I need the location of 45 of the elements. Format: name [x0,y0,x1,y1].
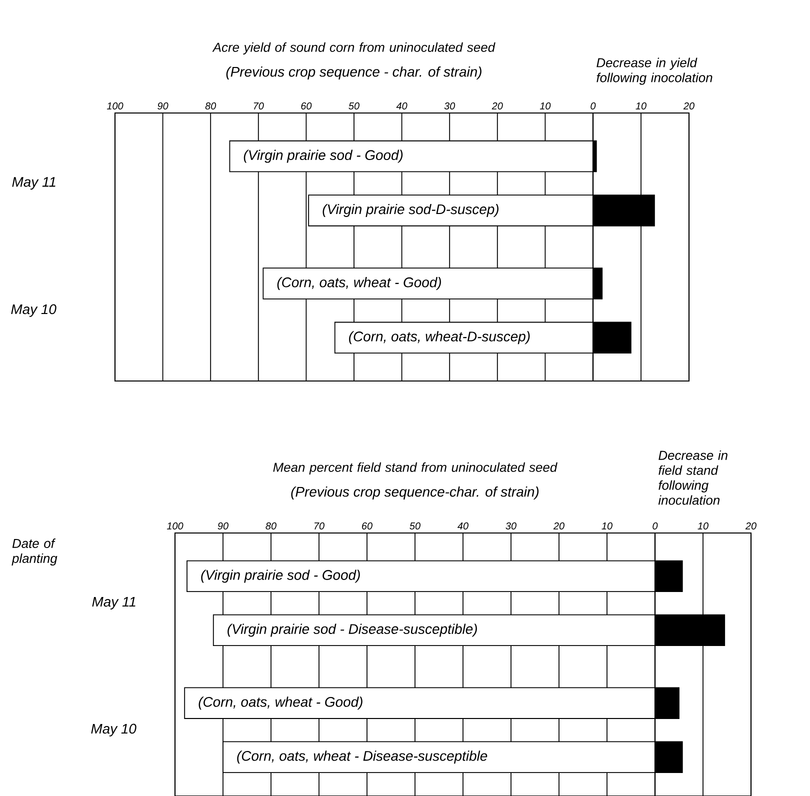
x-tick-label: 90 [158,102,168,110]
x-tick-label: 0 [590,102,596,110]
text: May 10 [91,724,136,736]
x-tick-label: 20 [553,522,564,530]
x-tick-label: 20 [492,102,503,110]
x-tick-label: 90 [218,522,228,530]
x-tick-label: 40 [396,102,408,110]
chart-title: Mean percent field stand from uninoculated seed [273,462,558,474]
x-tick-label: 70 [254,102,264,110]
x-tick-label: 50 [348,102,360,110]
chart-subtitle: (Previous crop sequence - char. of strain) [226,66,482,80]
x-tick-label: 100 [166,522,184,530]
x-tick-label: 10 [540,102,551,110]
y-tick-label: (Virgin prairie sod - Good) [201,570,360,583]
x-tick-label: 60 [362,522,372,530]
x-tick-label: 40 [458,522,468,530]
x-tick-label: 30 [444,102,456,110]
y-tick-label: (Corn, oats, wheat - Good) [277,277,441,290]
chart-title: Decrease in yield following inocolation [596,58,712,85]
x-tick-label: 20 [683,102,694,110]
x-tick-label: 70 [314,522,324,530]
y-tick-label: (Virgin prairie sod - Disease-susceptible) [228,624,477,637]
x-tick-label: 100 [106,102,124,110]
x-tick-label: 0 [652,522,658,530]
x-tick-label: 50 [410,522,420,530]
text: May 10 [11,304,56,317]
y-tick-label: (Corn, oats, wheat - Good) [198,696,362,710]
y-tick-label: (Virgin prairie sod-D-suscep) [322,204,498,217]
chart-title: Acre yield of sound corn from uninoculated seed [212,42,496,54]
text: May 11 [12,177,56,190]
x-tick-label: 60 [301,102,312,110]
y-tick-label: (Virgin prairie sod - Good) [244,150,403,163]
x-tick-label: 10 [698,522,708,530]
x-tick-label: 80 [266,522,276,530]
y-tick-label: (Corn, oats, wheat-D-suscep) [349,331,530,344]
x-tick-label: 10 [636,102,646,110]
x-tick-label: 20 [745,522,756,530]
chart-subtitle: (Previous crop sequence-char. of strain) [291,486,539,500]
x-tick-label: 80 [205,102,216,110]
chart-title: Decrease in field stand following inoculation [658,450,728,505]
y-tick-label: (Corn, oats, wheat - Disease-susceptible [237,750,488,764]
y-axis-title: Date of planting [12,538,58,566]
x-tick-label: 10 [602,522,612,530]
text: May 11 [92,596,136,610]
x-tick-label: 30 [506,522,516,530]
